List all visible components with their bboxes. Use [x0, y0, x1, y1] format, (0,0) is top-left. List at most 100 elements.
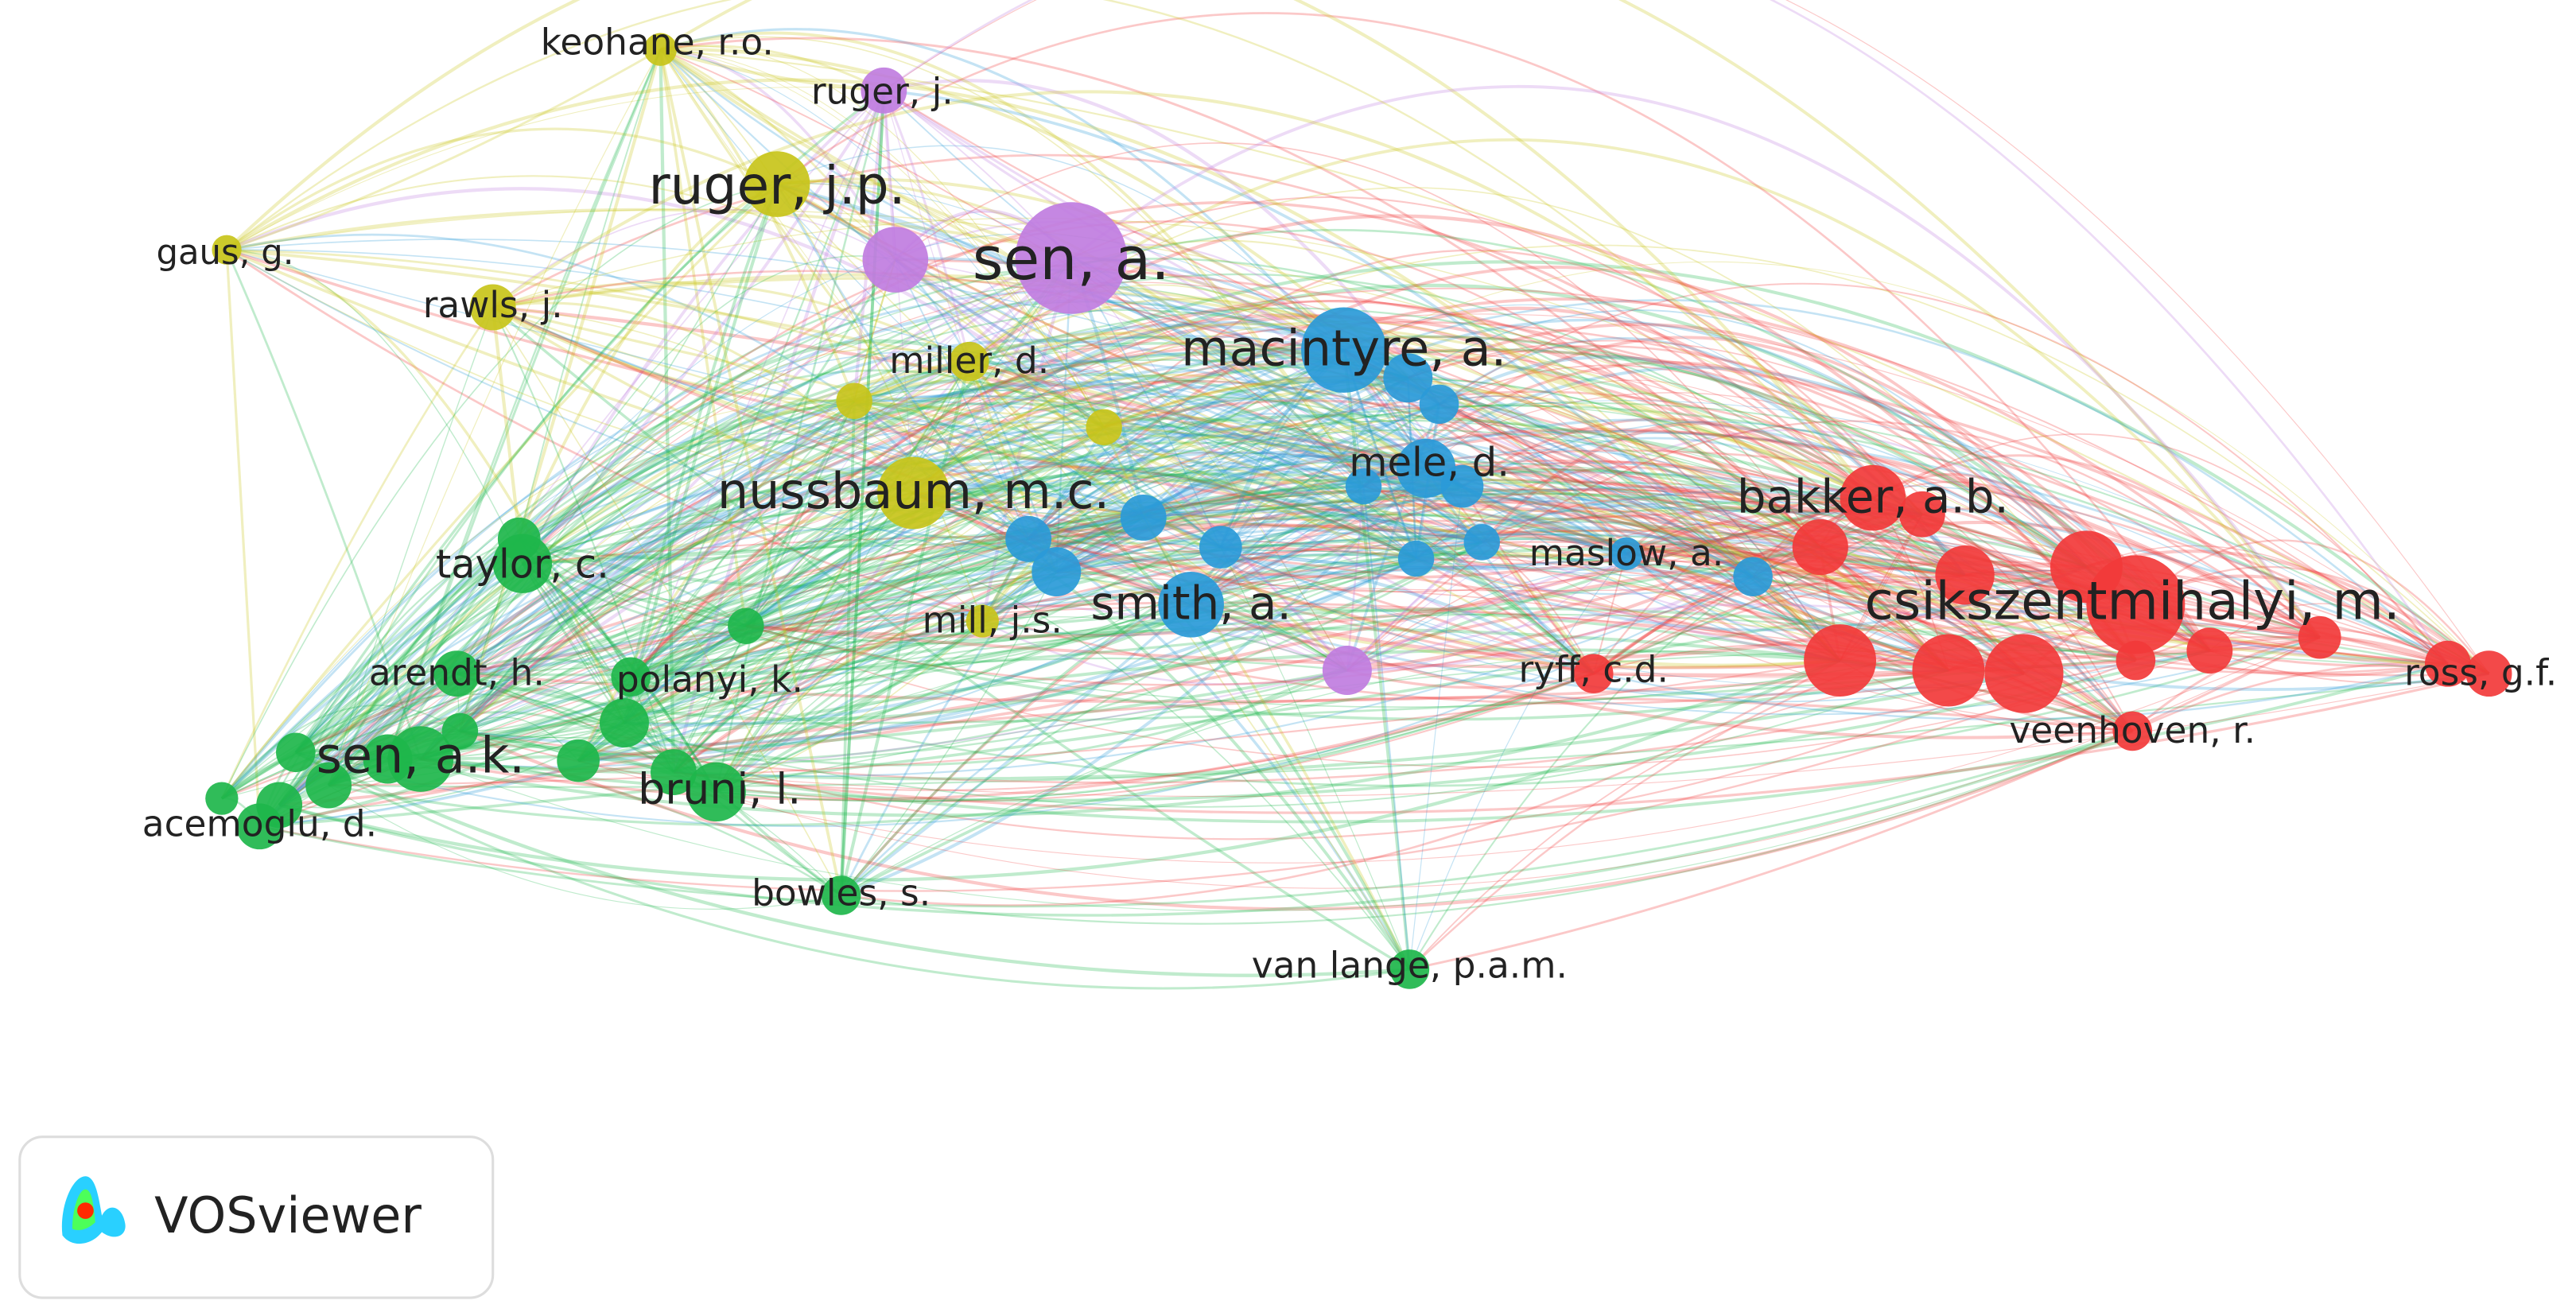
edge [1461, 417, 1874, 499]
edge [853, 399, 1427, 485]
edge [1342, 349, 1595, 674]
edge [522, 400, 855, 565]
edge [630, 538, 1029, 678]
edge [913, 403, 1440, 494]
edge [1461, 437, 2134, 732]
edge [419, 351, 1408, 761]
edge [226, 249, 1463, 518]
edge [630, 491, 915, 678]
edge [776, 183, 1348, 671]
edge [1408, 377, 1820, 548]
edge [884, 88, 1754, 578]
edge [460, 673, 1595, 802]
node [2186, 627, 2233, 674]
edge [840, 557, 1416, 896]
edge [420, 349, 1345, 760]
edge [577, 464, 1364, 762]
edge [1481, 498, 1949, 671]
edge [715, 377, 1408, 793]
edge [671, 90, 886, 773]
edge [577, 496, 1874, 763]
edge [220, 183, 779, 800]
edge [295, 460, 2087, 754]
edge [673, 673, 1595, 791]
edge [854, 398, 1427, 469]
edge [456, 402, 1440, 676]
edge [1439, 282, 2449, 665]
node [2298, 615, 2341, 659]
edge [1028, 460, 1417, 560]
edge [1027, 347, 1344, 540]
node [497, 517, 541, 561]
edge [458, 49, 662, 732]
edge [328, 403, 1440, 786]
edge [1028, 429, 2449, 666]
edge [968, 214, 2137, 662]
edge [631, 541, 1482, 678]
edge [883, 79, 1441, 406]
edge [745, 558, 983, 627]
edge [1593, 643, 1949, 675]
edge [715, 570, 1058, 794]
edge [1143, 476, 1949, 671]
edge [894, 259, 1029, 540]
edge [278, 402, 1595, 806]
edge [492, 306, 1482, 544]
edge [1103, 380, 1841, 662]
edge [328, 672, 1595, 827]
edge [744, 451, 1463, 627]
edge [629, 313, 1950, 678]
edge [1028, 471, 2490, 675]
edge [672, 428, 2321, 774]
edge [226, 0, 2025, 674]
edge [1626, 485, 2321, 639]
edge [577, 256, 1072, 762]
edge [1346, 564, 1754, 671]
edge [715, 361, 970, 793]
edge [577, 419, 2136, 762]
edge [1028, 400, 2449, 665]
node [1610, 537, 1643, 570]
edge [220, 306, 494, 799]
node [557, 739, 600, 782]
edge [459, 729, 2134, 911]
edge [660, 49, 1105, 428]
edge [577, 648, 1949, 763]
node [1199, 526, 1242, 569]
edge [1439, 403, 2320, 639]
edge [1363, 485, 2449, 666]
node [1389, 949, 1430, 989]
edge [1055, 349, 1345, 573]
edge [258, 482, 1222, 828]
edge [294, 751, 1410, 977]
edge [460, 546, 1221, 732]
edge [776, 12, 2211, 651]
edge [913, 492, 1874, 593]
edge [744, 257, 1073, 627]
edge [715, 513, 1627, 793]
edge [278, 338, 1463, 806]
node-label: taylor, c. [436, 541, 609, 587]
node-label: ruger, j.p. [648, 155, 905, 216]
node [469, 284, 516, 331]
edge [1425, 467, 2448, 665]
edge [716, 361, 970, 793]
edge [258, 461, 1417, 828]
edge [459, 481, 914, 732]
edge [492, 306, 1873, 513]
edge [776, 180, 1105, 428]
node [1345, 468, 1382, 505]
node [651, 749, 697, 795]
node-label: bakker, a.b. [1737, 469, 2009, 523]
edge [577, 616, 1348, 762]
edge [745, 420, 1965, 627]
edge [895, 258, 1949, 672]
edge [1363, 392, 2136, 605]
edge [883, 90, 1463, 487]
edge [1220, 546, 1416, 565]
edge [227, 249, 1482, 543]
edge [981, 261, 2489, 674]
edge [459, 566, 1754, 733]
edge [1592, 496, 1874, 675]
edge [278, 402, 1222, 806]
